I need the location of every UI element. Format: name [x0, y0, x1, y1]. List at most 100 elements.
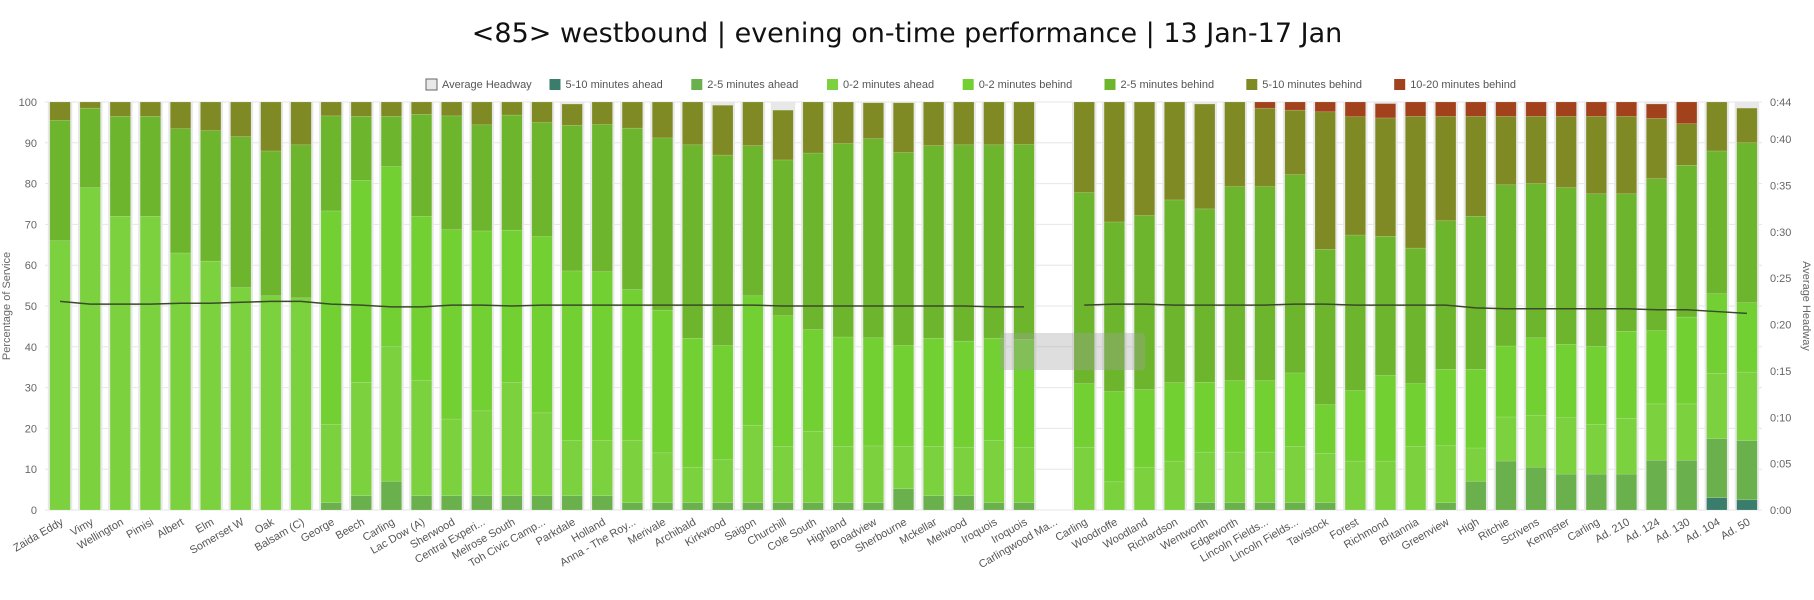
y2-axis-title: Average Headway: [1800, 261, 1812, 351]
bar-segment-0-2-ahead: [953, 446, 975, 496]
bar-segment-0-2-behind: [1615, 331, 1637, 419]
bar-segment-0-2-ahead: [471, 410, 493, 496]
bar-segment-2-5-behind: [1555, 187, 1577, 345]
x-category-label: Pimisi: [125, 516, 156, 541]
bar-segment-0-2-behind: [441, 229, 463, 420]
bar-segment-0-2-behind: [1525, 337, 1547, 416]
bar-segment-0-2-ahead: [1646, 403, 1668, 461]
bar-segment-0-2-ahead: [712, 459, 734, 503]
bar-segment-5-10-behind: [531, 101, 553, 123]
y-tick-label: 0: [31, 505, 37, 517]
bar-segment-2-5-behind: [1013, 144, 1035, 340]
bar-segment-5-10-behind: [1646, 118, 1668, 179]
y-tick-label: 90: [25, 138, 37, 150]
bar-segment-0-2-behind: [1344, 390, 1366, 462]
bar-segment-0-2-ahead: [1585, 424, 1607, 475]
y2-tick-label: 0:15: [1770, 366, 1791, 378]
bar-segment-10-20-behind: [1615, 101, 1637, 117]
bar-segment-0-2-ahead: [1374, 460, 1396, 511]
average-headway-line: [59, 300, 1024, 308]
bar-segment-2-5-behind: [1405, 247, 1427, 384]
legend-swatch-5-10-behind: [1246, 79, 1258, 90]
bar-segment-2-5-behind: [531, 122, 553, 237]
bar-segment-5-10-behind: [1465, 116, 1487, 217]
bar-segment-5-10-behind: [320, 101, 342, 117]
bar-segment-0-2-ahead: [109, 215, 131, 511]
bar-segment-2-5-ahead: [1706, 438, 1728, 499]
y-tick-label: 50: [25, 301, 37, 313]
bar-segment-2-5-behind: [652, 137, 674, 311]
bar-segment-5-10-behind: [501, 101, 523, 116]
bar-segment-10-20-behind: [1646, 103, 1668, 119]
bar-segment-2-5-ahead: [1585, 473, 1607, 511]
bar-segment-5-10-behind: [1374, 117, 1396, 237]
bar-segment-2-5-behind: [230, 136, 252, 288]
bar-segment-2-5-ahead: [652, 502, 674, 511]
bar-segment-0-2-behind: [682, 337, 704, 468]
x-category-label: Ad. 50: [1719, 516, 1753, 542]
bar-segment-5-10-behind: [712, 105, 734, 156]
y-tick-label: 80: [25, 179, 37, 191]
bar-segment-0-2-behind: [862, 337, 884, 447]
bar-segment-0-2-ahead: [1254, 451, 1276, 503]
bar-segment-5-10-ahead: [1706, 497, 1728, 511]
bar-segment-0-2-behind: [1405, 383, 1427, 448]
bar-segment-2-5-ahead: [320, 502, 342, 511]
legend-swatch-average-headway: [425, 78, 438, 91]
bar-segment-2-5-ahead: [531, 495, 553, 511]
bar-segment-5-10-behind: [1344, 116, 1366, 236]
bar-segment-0-2-ahead: [1164, 460, 1186, 511]
bar-segment-2-5-behind: [501, 114, 523, 231]
bar-segment-5-10-behind: [441, 101, 463, 117]
bar-segment-10-20-behind: [1314, 101, 1336, 113]
tooltip-ghost: [1000, 333, 1145, 370]
y2-tick-label: 0:44: [1770, 97, 1791, 109]
bar-segment-2-5-behind: [832, 143, 854, 338]
bar-segment-2-5-behind: [893, 152, 914, 346]
y2-tick-label: 0:25: [1770, 273, 1791, 285]
bar-segment-2-5-ahead: [1525, 466, 1547, 511]
bar-segment-10-20-behind: [1676, 101, 1698, 124]
bar-segment-5-10-behind: [682, 101, 704, 146]
bar-segment-5-10-behind: [1013, 101, 1035, 145]
legend-swatch-2-5-ahead: [691, 79, 703, 90]
bar-segment-5-10-behind: [1525, 116, 1547, 184]
bar-segment-2-5-ahead: [1284, 502, 1306, 511]
bar-segment-10-20-behind: [1585, 101, 1607, 117]
bar-segment-2-5-behind: [49, 120, 71, 241]
bar-segment-5-10-behind: [1495, 116, 1517, 186]
bar-segment-5-10-behind: [471, 101, 493, 126]
bar-segment-2-5-behind: [1706, 150, 1728, 295]
legend-label: 2-5 minutes behind: [1121, 79, 1215, 91]
bar-segment-0-2-behind: [1194, 382, 1216, 453]
bar-segment-0-2-behind: [1284, 372, 1306, 447]
bar-segment-10-20-behind: [1555, 101, 1577, 117]
legend-swatch-2-5-behind: [1104, 79, 1116, 90]
bar-segment-2-5-behind: [1585, 193, 1607, 347]
legend-label: 5-10 minutes ahead: [566, 79, 663, 91]
bar-segment-2-5-ahead: [712, 502, 734, 511]
bar-segment-2-5-behind: [79, 107, 101, 188]
bar-segment-0-2-ahead: [230, 287, 252, 511]
bar-segment-0-2-ahead: [742, 424, 764, 503]
bar-segment-0-2-behind: [832, 336, 854, 447]
bar-segment-2-5-ahead: [501, 495, 523, 511]
bar-segment-2-5-behind: [802, 152, 824, 330]
bar-segment-0-2-ahead: [1194, 451, 1216, 503]
bar-segment-5-10-behind: [411, 101, 433, 115]
bar-segment-0-2-behind: [1073, 383, 1095, 448]
bar-segment-2-5-behind: [1194, 208, 1216, 383]
bar-segment-0-2-ahead: [501, 382, 523, 496]
bar-segment-0-2-behind: [1254, 380, 1276, 453]
bar-segment-0-2-behind: [742, 295, 764, 426]
legend-label: 0-2 minutes ahead: [843, 79, 934, 91]
bar-segment-2-5-ahead: [802, 502, 824, 511]
bar-segment-0-2-ahead: [1676, 403, 1698, 461]
bar-segment-5-10-behind: [591, 101, 613, 125]
bar-segment-0-2-ahead: [1073, 446, 1095, 511]
bar-segment-2-5-ahead: [772, 502, 794, 511]
bar-segment-10-20-behind: [1495, 101, 1517, 117]
bar-segment-0-2-ahead: [79, 187, 101, 511]
bar-segment-2-5-ahead: [893, 488, 914, 511]
